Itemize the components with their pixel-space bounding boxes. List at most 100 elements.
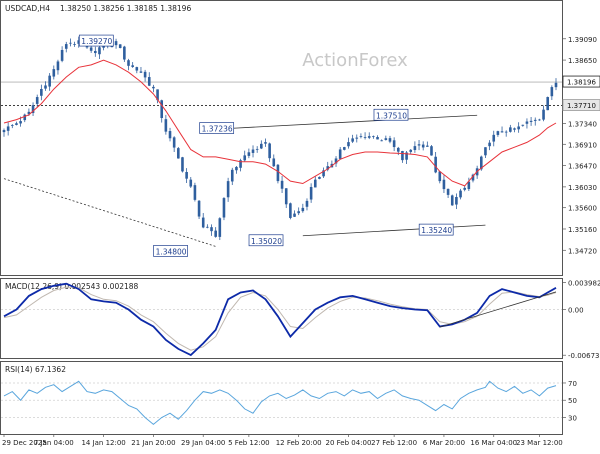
candle-body (492, 134, 496, 142)
candle-body (363, 137, 367, 138)
candle-body (326, 166, 330, 170)
candle-body (509, 127, 512, 132)
rsi-tick-label: 70 (568, 380, 577, 388)
price-tick-label: 1.35160 (568, 226, 597, 234)
swing-label: 1.34800 (153, 245, 188, 257)
candle-body (459, 190, 462, 198)
candle-body (27, 111, 31, 115)
candle-body (89, 47, 93, 51)
candle-body (401, 150, 404, 161)
candle-body (156, 89, 159, 101)
candle-body (479, 156, 483, 170)
candle-body (230, 169, 234, 182)
rsi-pane-frame (0, 361, 563, 435)
candle-body (284, 188, 288, 205)
candle-body (189, 179, 193, 187)
price-tick-label: 1.36470 (568, 163, 597, 171)
candle-body (396, 147, 400, 152)
swing-label-text: 1.37236 (202, 125, 233, 134)
candle-body (172, 137, 176, 148)
candle-body (471, 174, 475, 181)
candle-body (260, 143, 263, 149)
rsi-line (3, 380, 557, 426)
ohlc-readout: 1.38250 1.38256 1.38185 1.38196 (60, 4, 191, 13)
candle-body (351, 138, 354, 142)
price-trend-line (3, 178, 216, 247)
candle-body (251, 149, 255, 153)
watermark: ActionForex (302, 50, 408, 71)
candle-body (550, 87, 554, 97)
candle-body (69, 42, 72, 44)
candle-body (305, 200, 309, 207)
current-price-label: 1.38196 (567, 79, 596, 87)
candle-body (334, 158, 338, 164)
candle-body (500, 131, 504, 133)
candle-body (197, 200, 201, 217)
candle-body (525, 121, 529, 124)
candle-body (538, 119, 541, 121)
rsi-tick-label: 30 (568, 414, 577, 422)
price-tick-label: 1.36910 (568, 141, 597, 149)
swing-label-box (418, 223, 454, 236)
candle-body (513, 128, 516, 130)
time-tick-label: 21 Jan 20:00 (131, 439, 175, 447)
swing-label-text: 1.39270 (81, 37, 112, 46)
price-tick-label: 1.39090 (568, 36, 597, 44)
candle-body (484, 147, 487, 156)
candle-body (201, 217, 205, 228)
symbol-timeframe: USDCAD,H4 (5, 4, 50, 13)
macd-main-line (3, 282, 557, 357)
candle-body (488, 142, 491, 147)
candle-body (521, 124, 525, 126)
candle-body (533, 119, 537, 121)
swing-label-box (78, 34, 114, 47)
candle-body (98, 47, 101, 55)
time-tick-label: 7 Jan 04:00 (34, 439, 74, 447)
swing-label: 1.39270 (78, 34, 114, 47)
candle-body (289, 203, 292, 218)
candle-body (48, 75, 51, 87)
macd-tick-label: 0.00 (568, 307, 584, 315)
candle-body (247, 152, 251, 156)
swing-label-box (248, 234, 284, 247)
level-price-label: 1.37710 (567, 102, 596, 110)
candle-body (463, 187, 466, 190)
price-tick-label: 1.34720 (568, 247, 597, 255)
candle-body (280, 180, 284, 189)
time-tick-label: 12 Feb 20:00 (276, 439, 322, 447)
swing-label: 1.35020 (248, 234, 284, 247)
candle-body (185, 171, 188, 179)
candle-body (529, 120, 533, 122)
candle-body (52, 69, 56, 77)
time-tick-label: 6 Mar 20:00 (423, 439, 465, 447)
candle-body (222, 198, 226, 218)
candle-body (11, 125, 14, 126)
level-price-box (562, 99, 600, 111)
candle-body (15, 123, 18, 125)
candles-group (2, 35, 558, 241)
candle-body (504, 131, 508, 133)
candle-body (235, 166, 238, 171)
macd-tick-label: 0.003982 (568, 279, 600, 287)
candle-body (405, 152, 408, 160)
candle-body (430, 146, 433, 156)
candle-body (73, 44, 76, 45)
candle-body (442, 179, 446, 190)
candle-body (40, 88, 43, 96)
candle-body (450, 195, 454, 206)
candle-body (218, 218, 222, 237)
candle-body (546, 97, 549, 111)
candle-body (56, 61, 60, 71)
candle-body (438, 171, 442, 182)
candle-body (467, 181, 471, 190)
candle-body (23, 114, 27, 121)
swing-label-box (153, 245, 188, 257)
candle-body (243, 155, 247, 161)
candle-body (31, 105, 35, 114)
candle-body (496, 131, 500, 135)
candle-body (343, 147, 346, 150)
candle-body (139, 71, 143, 73)
candle-body (94, 50, 97, 54)
